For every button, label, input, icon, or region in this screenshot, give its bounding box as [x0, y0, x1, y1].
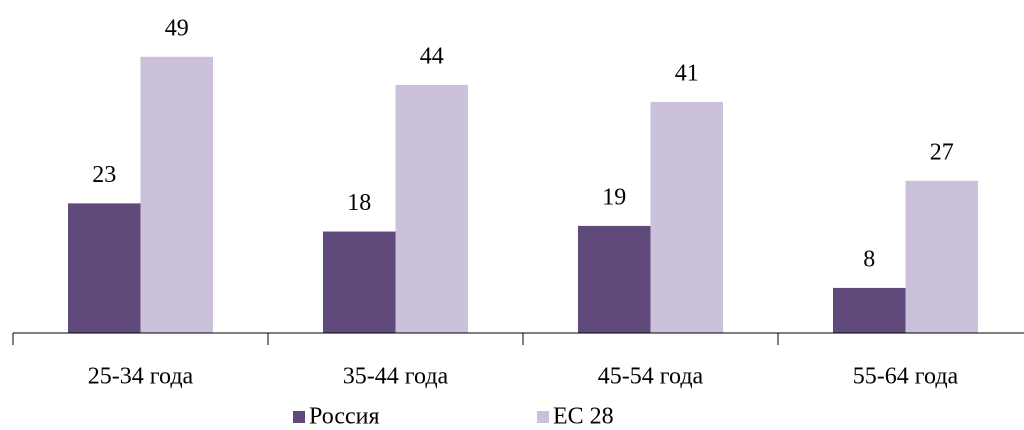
data-label: 44	[420, 44, 444, 70]
bar	[323, 231, 396, 333]
data-label: 8	[863, 246, 875, 272]
bar	[578, 225, 651, 333]
data-label: 41	[675, 60, 699, 86]
data-label: 49	[165, 15, 189, 41]
bar	[68, 203, 141, 333]
x-tick-label: 35-44 года	[343, 364, 449, 390]
x-tick-label: 25-34 года	[88, 364, 194, 390]
legend-swatch	[293, 411, 305, 423]
data-label: 23	[92, 162, 116, 188]
legend-label: ЕС 28	[553, 404, 614, 430]
bar	[140, 56, 213, 334]
data-label: 18	[347, 190, 371, 216]
data-label: 27	[930, 139, 954, 165]
bar	[905, 180, 978, 333]
x-tick-label: 55-64 года	[853, 364, 959, 390]
x-tick-label: 45-54 года	[598, 364, 704, 390]
legend-swatch	[537, 411, 549, 423]
bar	[395, 85, 468, 333]
bar	[650, 101, 723, 333]
legend-label: Россия	[309, 404, 380, 430]
data-label: 19	[602, 184, 626, 210]
bar	[833, 287, 906, 333]
